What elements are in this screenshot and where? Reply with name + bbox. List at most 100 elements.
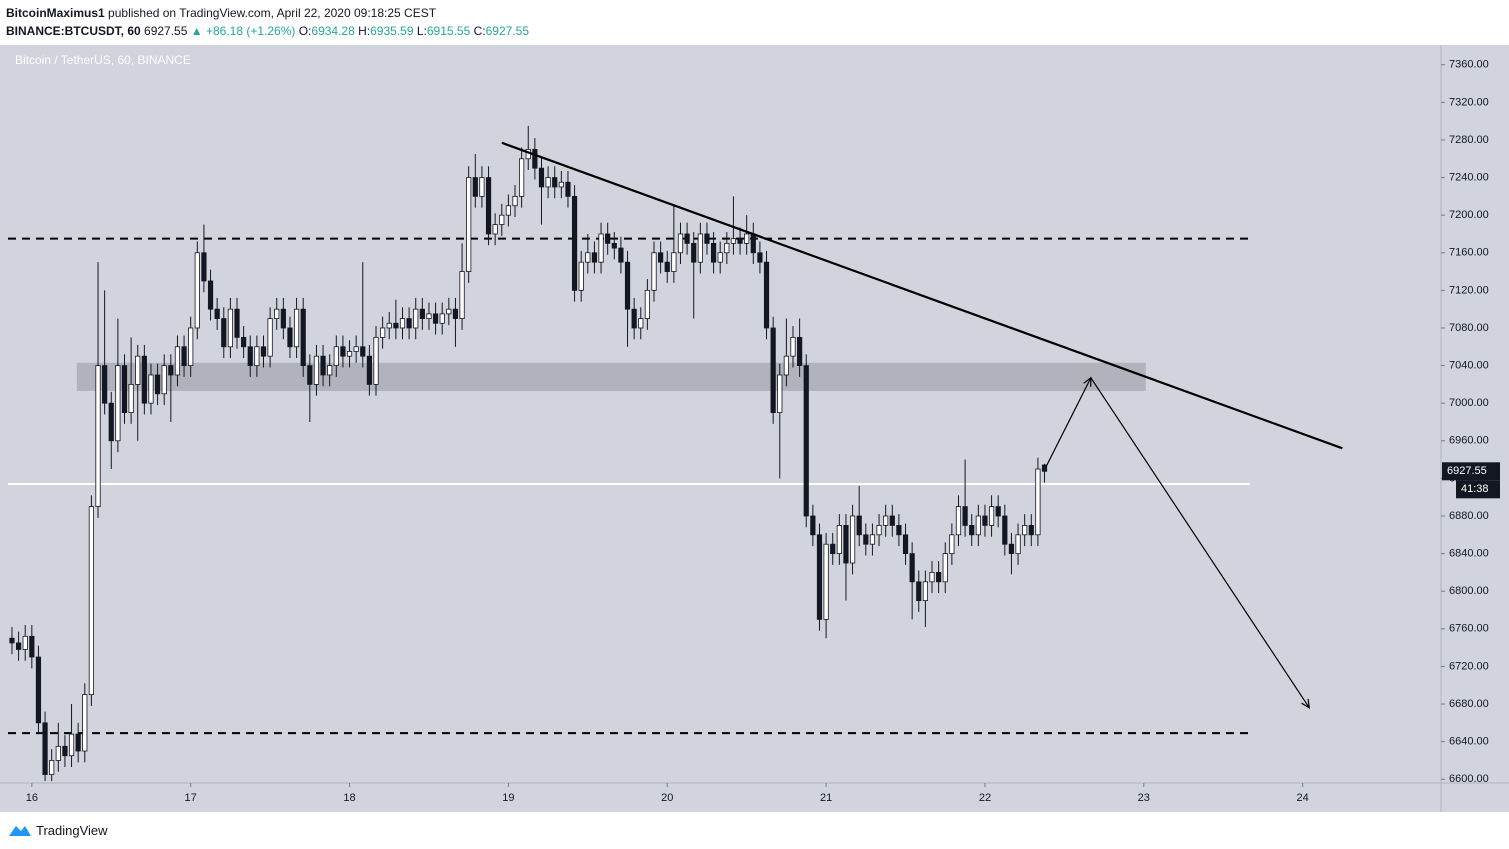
candle-body bbox=[346, 351, 353, 357]
candle-body bbox=[591, 252, 598, 263]
last-price: 6927.55 bbox=[144, 24, 188, 38]
y-tick-label: 6880.00 bbox=[1449, 510, 1489, 522]
candle-body bbox=[849, 515, 856, 564]
x-tick-label: 18 bbox=[343, 792, 355, 804]
candle-body bbox=[783, 355, 789, 376]
last-price-box bbox=[1442, 462, 1500, 481]
candle-body bbox=[988, 506, 995, 526]
candle-body bbox=[15, 642, 22, 650]
candle-body bbox=[671, 252, 677, 272]
candle-body bbox=[763, 261, 770, 329]
candle-body bbox=[128, 383, 134, 413]
brand[interactable]: TradingView bbox=[36, 822, 108, 838]
candle-body bbox=[386, 322, 392, 329]
candle-body bbox=[922, 581, 928, 602]
y-tick-label: 7000.00 bbox=[1449, 397, 1489, 409]
published: published on TradingView.com, April 22, … bbox=[108, 6, 437, 20]
x-tick-label: 20 bbox=[661, 792, 673, 804]
candle-body bbox=[949, 534, 955, 555]
y-tick-label: 6800.00 bbox=[1449, 585, 1489, 597]
candle-body bbox=[280, 308, 286, 329]
candle-body bbox=[227, 308, 233, 348]
candle-body bbox=[188, 327, 194, 366]
candle-body bbox=[1041, 464, 1048, 472]
candle-body bbox=[459, 271, 465, 319]
candle-body bbox=[35, 656, 42, 724]
candle-body bbox=[538, 167, 545, 188]
candle-body bbox=[380, 327, 386, 338]
candle-body bbox=[975, 515, 981, 536]
candle-body bbox=[49, 760, 55, 775]
candle-body bbox=[896, 525, 902, 536]
candle-body bbox=[95, 365, 101, 508]
candle-body bbox=[399, 318, 406, 329]
candle-body bbox=[816, 534, 823, 620]
candle-body bbox=[274, 308, 280, 319]
candle-body bbox=[254, 346, 260, 366]
y-tick-label: 7360.00 bbox=[1449, 59, 1489, 71]
candle-body bbox=[598, 233, 604, 263]
candle-body bbox=[578, 261, 584, 291]
candle-body bbox=[929, 572, 935, 583]
y-tick-label: 6840.00 bbox=[1449, 548, 1489, 560]
candle-body bbox=[664, 261, 670, 272]
candle-body bbox=[1002, 515, 1008, 545]
candle-body bbox=[605, 233, 611, 244]
author[interactable]: BitcoinMaximus1 bbox=[6, 6, 105, 20]
candle-body bbox=[790, 336, 796, 357]
y-tick-label: 7120.00 bbox=[1449, 284, 1489, 296]
candle-body bbox=[552, 177, 558, 188]
candle-body bbox=[823, 543, 829, 620]
support-zone bbox=[76, 362, 1146, 391]
candle-body bbox=[406, 318, 412, 329]
candle-body bbox=[62, 745, 68, 757]
candle-body bbox=[969, 525, 975, 536]
candle-body bbox=[744, 233, 750, 244]
candle-body bbox=[366, 355, 372, 385]
candle-body bbox=[307, 365, 313, 385]
candle-body bbox=[631, 308, 637, 329]
symbol: BINANCE:BTCUSDT, 60 bbox=[6, 24, 141, 38]
candle-body bbox=[638, 318, 644, 329]
y-tick-label: 7160.00 bbox=[1449, 247, 1489, 259]
x-tick-label: 17 bbox=[185, 792, 197, 804]
candle-body bbox=[168, 365, 174, 376]
candle-body bbox=[1008, 543, 1015, 555]
candle-body bbox=[260, 346, 267, 357]
candle-body bbox=[300, 308, 306, 366]
candle-body bbox=[68, 733, 75, 757]
candle-body bbox=[161, 365, 167, 395]
candle-body bbox=[505, 205, 511, 216]
y-tick-label: 7240.00 bbox=[1449, 171, 1489, 183]
y-tick-label: 6960.00 bbox=[1449, 435, 1489, 447]
candle-body bbox=[730, 238, 737, 244]
candle-body bbox=[519, 158, 525, 197]
candle-body bbox=[836, 525, 842, 555]
plot-area bbox=[8, 125, 1343, 782]
chart-background bbox=[0, 45, 1509, 812]
candle-body bbox=[320, 355, 326, 376]
candle-body bbox=[1022, 525, 1028, 536]
candle-body bbox=[22, 635, 28, 650]
y-tick-label: 7040.00 bbox=[1449, 359, 1489, 371]
candle-body bbox=[287, 327, 293, 348]
header: BitcoinMaximus1 published on TradingView… bbox=[6, 4, 529, 40]
candle-body bbox=[1015, 534, 1021, 555]
candle-body bbox=[710, 242, 717, 263]
candle-body bbox=[360, 346, 366, 357]
candle-body bbox=[479, 177, 485, 197]
candle-body bbox=[340, 346, 346, 357]
candle-body bbox=[532, 148, 538, 169]
candle-body bbox=[704, 233, 710, 244]
candle-body bbox=[571, 195, 578, 291]
y-tick-label: 6680.00 bbox=[1449, 698, 1489, 710]
y-tick-label: 7280.00 bbox=[1449, 134, 1489, 146]
y-tick-label: 6720.00 bbox=[1449, 660, 1489, 672]
candle-body bbox=[194, 252, 200, 329]
candle-body bbox=[902, 534, 909, 555]
candle-body bbox=[863, 534, 869, 545]
x-tick-label: 21 bbox=[820, 792, 832, 804]
candle-body bbox=[108, 402, 114, 442]
candle-body bbox=[419, 308, 425, 319]
candle-body bbox=[141, 355, 147, 404]
